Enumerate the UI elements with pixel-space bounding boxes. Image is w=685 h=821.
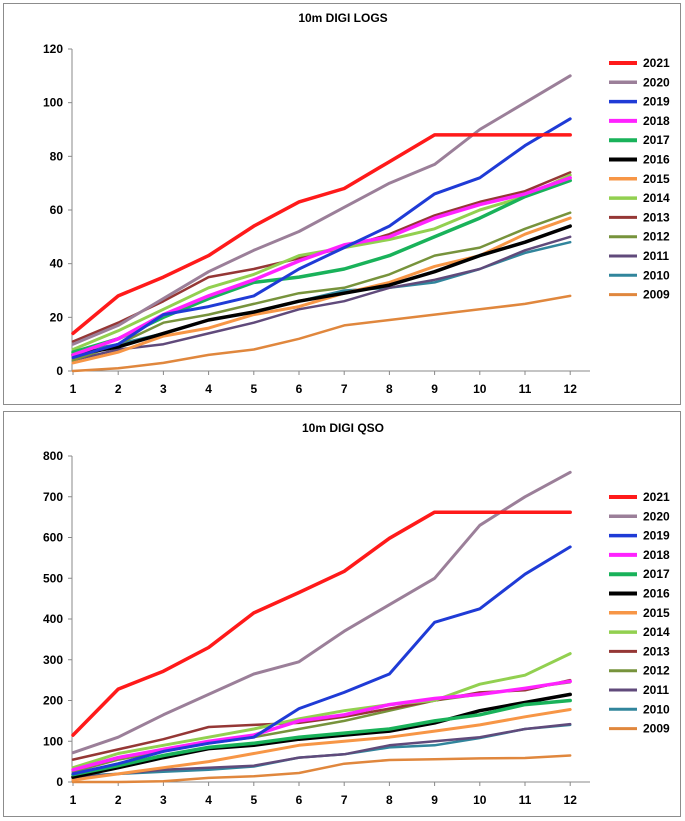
series-line-2021 bbox=[71, 133, 572, 336]
x-tick-label: 9 bbox=[431, 793, 438, 807]
x-tick-label: 5 bbox=[250, 382, 257, 396]
y-tick-label: 40 bbox=[50, 257, 64, 271]
y-tick-label: 0 bbox=[56, 364, 63, 378]
y-tick-label: 100 bbox=[43, 96, 63, 110]
series-line-2019 bbox=[71, 117, 572, 360]
legend-label-2015: 2015 bbox=[643, 606, 670, 620]
x-tick-label: 10 bbox=[473, 382, 487, 396]
x-tick-label: 4 bbox=[205, 382, 212, 396]
legend-label-2016: 2016 bbox=[643, 153, 670, 167]
legend-label-2017: 2017 bbox=[643, 567, 670, 581]
legend-label-2010: 2010 bbox=[643, 702, 670, 716]
legend-label-2011: 2011 bbox=[643, 249, 669, 263]
chart-title: 10m DIGI LOGS bbox=[298, 11, 387, 25]
y-tick-label: 60 bbox=[50, 203, 64, 217]
legend-label-2015: 2015 bbox=[643, 172, 670, 186]
y-tick-label: 0 bbox=[56, 775, 63, 789]
y-tick-label: 20 bbox=[50, 310, 64, 324]
legend-label-2014: 2014 bbox=[643, 625, 670, 639]
x-tick-label: 7 bbox=[341, 382, 348, 396]
x-tick-label: 7 bbox=[341, 793, 348, 807]
x-tick-label: 1 bbox=[70, 793, 77, 807]
legend-label-2019: 2019 bbox=[643, 95, 670, 109]
x-tick-label: 3 bbox=[160, 382, 167, 396]
series-line-2016 bbox=[71, 692, 572, 779]
legend-label-2021: 2021 bbox=[643, 490, 670, 504]
chart-panel-qso: 10m DIGI QSO 0 100 200 300 400 500 600 700 800 1 2 3… bbox=[3, 411, 681, 817]
y-tick-label: 700 bbox=[43, 490, 63, 504]
legend-label-2021: 2021 bbox=[643, 56, 670, 70]
x-tick-label: 11 bbox=[519, 382, 532, 396]
legend-label-2018: 2018 bbox=[643, 114, 670, 128]
x-tick-label: 3 bbox=[160, 793, 167, 807]
legend-label-2011: 2011 bbox=[643, 683, 669, 697]
legend-label-2013: 2013 bbox=[643, 644, 670, 658]
series-line-2015 bbox=[71, 708, 572, 782]
series-line-2014 bbox=[71, 652, 572, 770]
y-tick-label: 400 bbox=[43, 612, 63, 626]
x-tick-label: 12 bbox=[564, 382, 578, 396]
legend-label-2009: 2009 bbox=[643, 722, 670, 736]
y-tick-label: 200 bbox=[43, 694, 63, 708]
y-tick-label: 500 bbox=[43, 571, 63, 585]
x-tick-label: 6 bbox=[296, 382, 303, 396]
y-tick-label: 300 bbox=[43, 653, 63, 667]
legend-label-2019: 2019 bbox=[643, 529, 670, 543]
x-tick-label: 10 bbox=[473, 793, 487, 807]
x-tick-label: 4 bbox=[205, 793, 212, 807]
series-line-2019 bbox=[71, 545, 572, 776]
series-line-2016 bbox=[71, 224, 572, 357]
series-line-2018 bbox=[71, 679, 572, 772]
legend-label-2013: 2013 bbox=[643, 210, 670, 224]
y-tick-label: 600 bbox=[43, 531, 63, 545]
series-line-2017 bbox=[71, 698, 572, 777]
x-tick-label: 9 bbox=[431, 382, 438, 396]
series-line-2021 bbox=[71, 510, 572, 737]
legend-label-2020: 2020 bbox=[643, 509, 670, 523]
series-line-2020 bbox=[71, 74, 572, 346]
legend-label-2012: 2012 bbox=[643, 664, 670, 678]
series-line-2011 bbox=[71, 722, 572, 780]
chart-title: 10m DIGI QSO bbox=[302, 421, 384, 435]
series-line-2011 bbox=[71, 235, 572, 362]
x-tick-label: 2 bbox=[115, 382, 122, 396]
legend-label-2017: 2017 bbox=[643, 133, 670, 147]
legend-label-2010: 2010 bbox=[643, 268, 670, 282]
y-tick-label: 100 bbox=[43, 734, 63, 748]
y-tick-label: 120 bbox=[43, 42, 63, 56]
y-tick-label: 800 bbox=[43, 449, 63, 463]
x-tick-label: 2 bbox=[115, 793, 122, 807]
legend-label-2014: 2014 bbox=[643, 191, 670, 205]
x-tick-label: 12 bbox=[564, 793, 578, 807]
legend-label-2012: 2012 bbox=[643, 230, 670, 244]
chart-panel-logs: 10m DIGI LOGS 0 20 40 60 80 100 120 1 2 3 4 5 6 7 8 9 10 1… bbox=[3, 3, 681, 405]
series-line-2009 bbox=[71, 754, 572, 784]
x-tick-label: 5 bbox=[250, 793, 257, 807]
x-tick-label: 11 bbox=[519, 793, 532, 807]
series-line-2020 bbox=[71, 470, 572, 755]
series-line-2009 bbox=[71, 294, 572, 373]
legend-label-2016: 2016 bbox=[643, 587, 670, 601]
legend-label-2020: 2020 bbox=[643, 75, 670, 89]
x-tick-label: 6 bbox=[296, 793, 303, 807]
x-tick-label: 1 bbox=[70, 382, 77, 396]
series-line-2012 bbox=[71, 211, 572, 362]
legend-label-2018: 2018 bbox=[643, 548, 670, 562]
x-tick-label: 8 bbox=[386, 382, 393, 396]
y-tick-label: 80 bbox=[50, 149, 64, 163]
x-tick-label: 8 bbox=[386, 793, 393, 807]
legend-label-2009: 2009 bbox=[643, 288, 670, 302]
